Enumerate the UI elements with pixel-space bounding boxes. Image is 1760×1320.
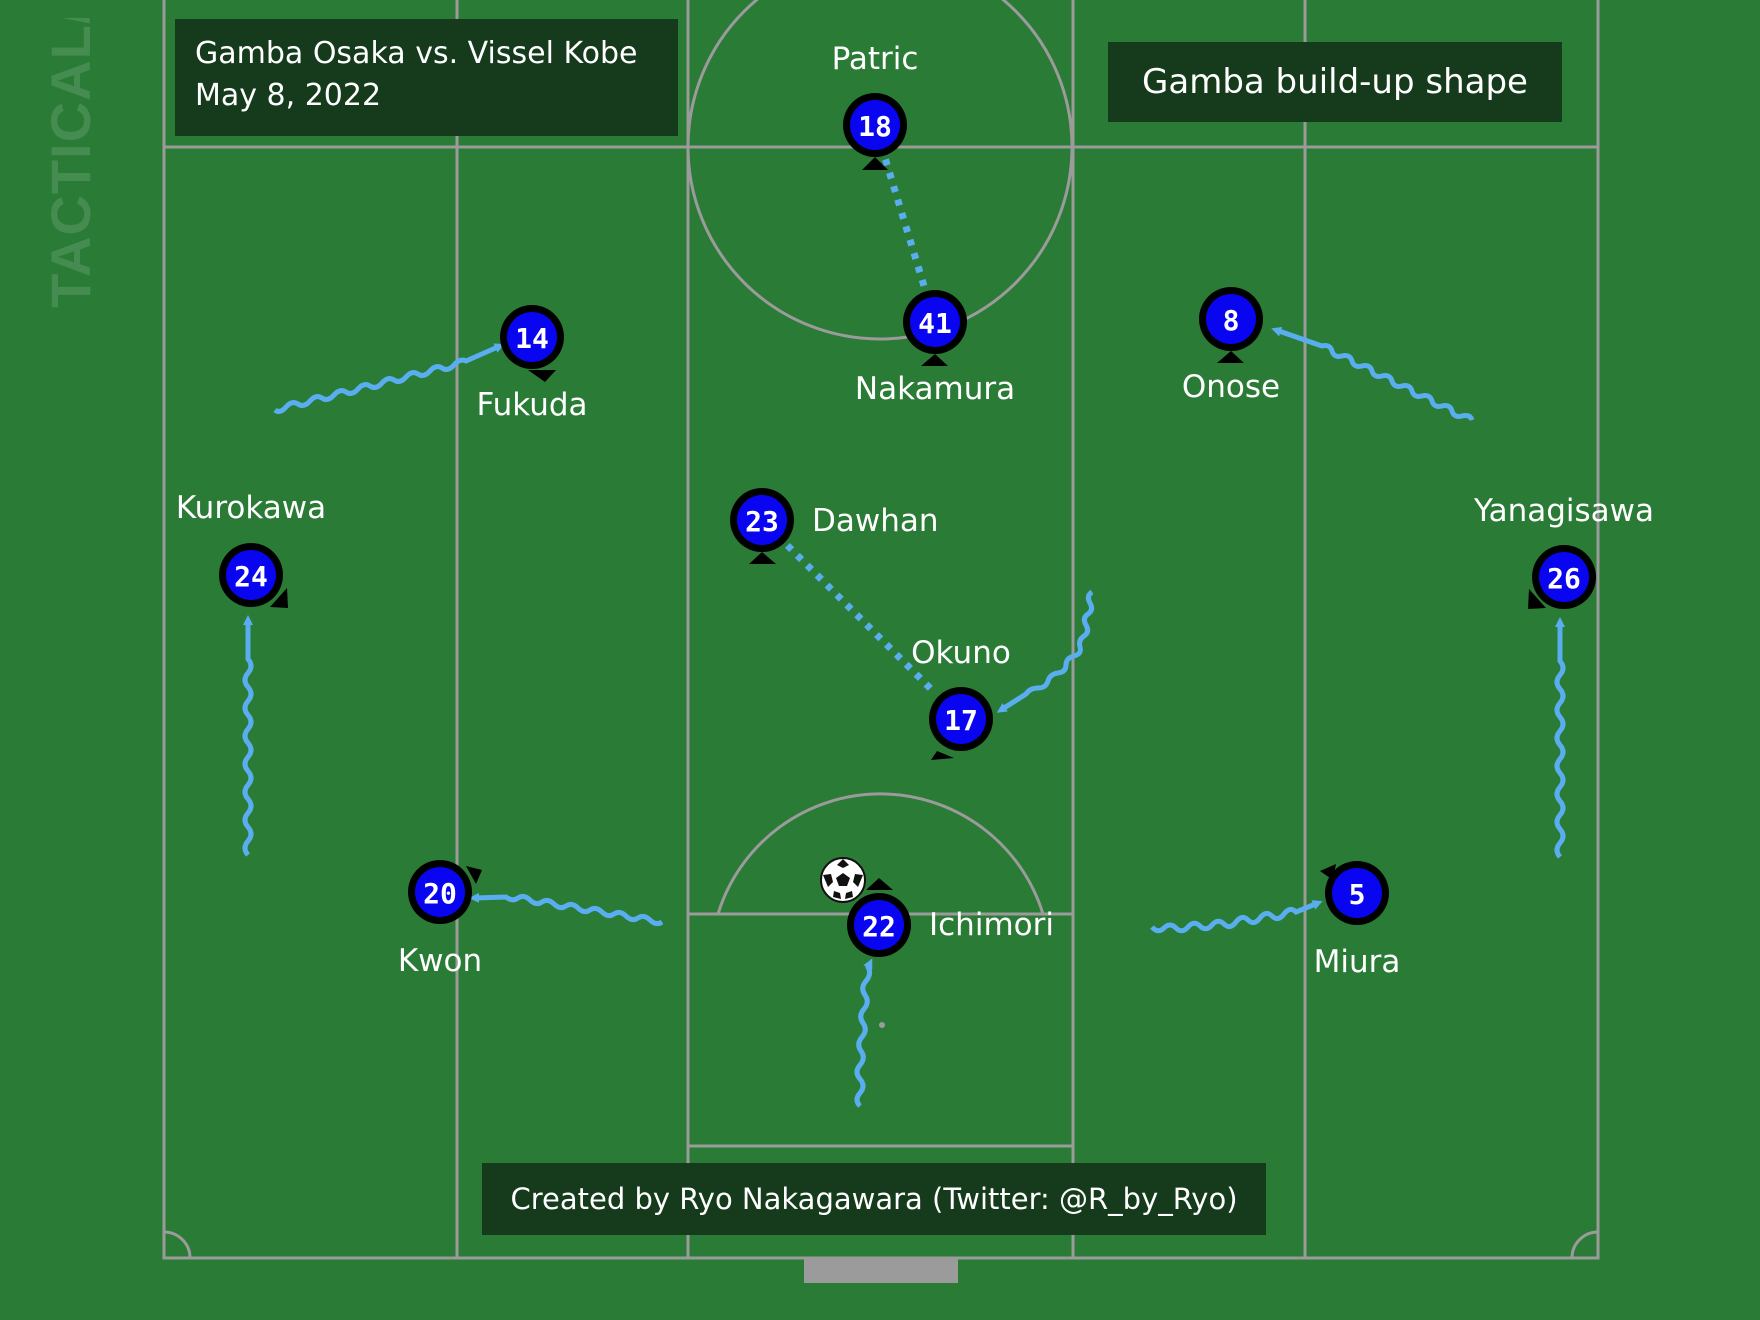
run-okuno xyxy=(996,589,1095,713)
player-yanagisawa[interactable]: 26 Yanagisawa xyxy=(1473,493,1654,609)
corner-arc-right xyxy=(1570,1230,1599,1259)
player-ichimori[interactable]: 22 Ichimori xyxy=(847,878,1054,957)
run-miura xyxy=(1150,900,1323,934)
player-token xyxy=(226,550,276,600)
player-fukuda[interactable]: 14 Fukuda xyxy=(476,305,588,423)
movement-runs xyxy=(242,326,1566,1108)
match-title: Gamba Osaka vs. Vissel Kobe xyxy=(195,36,638,71)
pass-links xyxy=(784,158,939,697)
pass-link-dawhan-okuno xyxy=(784,542,939,697)
player-name: Fukuda xyxy=(476,387,587,423)
diagram-title: Gamba build-up shape xyxy=(1142,62,1528,102)
player-number: 20 xyxy=(423,877,457,910)
player-nakamura[interactable]: 41 Nakamura xyxy=(855,290,1015,407)
player-token xyxy=(1332,868,1382,918)
player-number: 23 xyxy=(745,505,779,538)
run-fukuda xyxy=(273,343,505,414)
player-token xyxy=(1539,552,1589,602)
match-info-panel: Gamba Osaka vs. Vissel Kobe May 8, 2022 xyxy=(175,19,678,136)
player-name: Ichimori xyxy=(929,907,1054,943)
facing-indicator xyxy=(862,157,888,170)
facing-indicator xyxy=(1217,351,1244,363)
corner-arc-left xyxy=(163,1230,192,1259)
goal xyxy=(804,1259,958,1283)
player-number: 14 xyxy=(515,322,549,355)
player-name: Nakamura xyxy=(855,371,1015,407)
penalty-arc xyxy=(716,792,1045,915)
player-name: Miura xyxy=(1314,944,1401,980)
player-name: Kurokawa xyxy=(176,490,326,526)
player-token xyxy=(1206,294,1256,344)
run-kwon xyxy=(469,892,664,927)
player-onose[interactable]: 8 Onose xyxy=(1182,287,1280,405)
player-name: Yanagisawa xyxy=(1473,493,1654,529)
player-token xyxy=(910,297,960,347)
facing-indicator xyxy=(749,552,776,564)
player-token xyxy=(737,495,787,545)
player-number: 41 xyxy=(918,307,952,340)
player-token xyxy=(854,900,904,950)
facing-indicator xyxy=(931,751,954,760)
run-kurokawa xyxy=(242,615,254,857)
credit-panel: Created by Ryo Nakagawara (Twitter: @R_b… xyxy=(482,1163,1266,1235)
player-number: 26 xyxy=(1547,562,1581,595)
pitch-outline xyxy=(162,0,1600,1260)
player-token xyxy=(850,100,900,150)
facing-indicator xyxy=(866,878,893,890)
player-dawhan[interactable]: 23 Dawhan xyxy=(730,488,939,564)
match-date: May 8, 2022 xyxy=(195,78,382,113)
tacticalista-watermark: TACTICALista xyxy=(38,18,114,308)
credit-text: Created by Ryo Nakagawara (Twitter: @R_b… xyxy=(510,1182,1238,1216)
facing-indicator xyxy=(270,588,288,608)
penalty-spot xyxy=(879,1022,885,1028)
player-name: Onose xyxy=(1182,369,1280,405)
player-name: Kwon xyxy=(398,943,482,979)
player-patric[interactable]: 18 Patric xyxy=(832,41,919,170)
player-token xyxy=(936,694,986,744)
player-name: Okuno xyxy=(911,635,1011,671)
player-kurokawa[interactable]: 24 Kurokawa xyxy=(176,490,326,608)
run-yanagisawa xyxy=(1554,617,1566,859)
player-token xyxy=(415,867,465,917)
watermark-suffix: ista xyxy=(39,18,102,24)
pass-link-patric-nakamura xyxy=(882,158,928,289)
facing-indicator xyxy=(1528,589,1546,609)
player-okuno[interactable]: 17 Okuno xyxy=(911,635,1011,760)
player-token xyxy=(507,312,557,362)
player-number: 8 xyxy=(1223,304,1240,337)
ball-icon xyxy=(820,857,866,903)
player-name: Dawhan xyxy=(812,503,939,539)
run-onose xyxy=(1271,326,1475,421)
facing-indicator xyxy=(921,354,948,366)
player-number: 17 xyxy=(944,704,978,737)
player-number: 18 xyxy=(858,110,892,143)
player-miura[interactable]: 5 Miura xyxy=(1314,861,1401,980)
player-kwon[interactable]: 20 Kwon xyxy=(398,860,482,979)
facing-indicator xyxy=(528,370,556,382)
player-number: 5 xyxy=(1349,878,1366,911)
facing-indicator xyxy=(466,866,482,884)
watermark-brand: TACTICAL xyxy=(39,24,102,308)
player-number: 24 xyxy=(234,560,268,593)
players: 18 Patric 41 Nakamura 14 Fukuda 8 Onose 24 Kuroka… xyxy=(176,41,1654,980)
diagram-title-panel: Gamba build-up shape xyxy=(1108,42,1562,122)
player-number: 22 xyxy=(862,910,896,943)
run-ichimori xyxy=(854,958,873,1108)
pitch-markings xyxy=(162,0,1600,1260)
player-name: Patric xyxy=(832,41,919,77)
